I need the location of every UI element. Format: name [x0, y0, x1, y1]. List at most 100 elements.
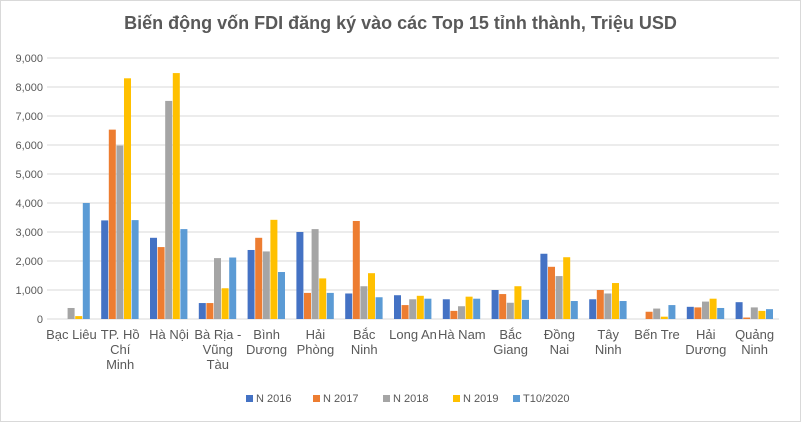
bar-n-2019: [416, 295, 424, 319]
x-category-label-line: Bắc: [499, 327, 522, 342]
x-category-label-line: Long An: [389, 327, 437, 342]
x-category-label-line: Bến Tre: [634, 327, 680, 342]
x-category-label-line: Hà Nội: [149, 327, 189, 342]
bar-t10-2020: [180, 229, 188, 319]
y-tick-label: 9,000: [15, 53, 43, 65]
bar-t10-2020: [82, 203, 90, 319]
x-category-label-line: Ninh: [351, 342, 378, 357]
bar-n-2019: [660, 316, 668, 319]
bar-n-2016: [150, 237, 157, 319]
bar-n-2017: [304, 292, 311, 319]
bar-n-2017: [157, 247, 165, 319]
bar-t10-2020: [717, 307, 725, 319]
x-category-label-line: Minh: [106, 357, 134, 372]
bar-n-2018: [116, 145, 124, 319]
bar-n-2018: [409, 299, 417, 319]
y-tick-label: 5,000: [15, 169, 43, 181]
y-tick-label: 6,000: [15, 140, 43, 152]
x-category-label-line: Bà Rịa -: [194, 327, 241, 342]
x-category-label-line: Nai: [550, 342, 570, 357]
bar-n-2018: [360, 286, 368, 319]
bar-n-2016: [345, 293, 353, 319]
bar-n-2016: [442, 299, 450, 319]
x-category-label-line: Chí: [110, 342, 131, 357]
bar-n-2017: [108, 129, 116, 319]
bar-n-2017: [499, 294, 507, 319]
bar-n-2019: [75, 316, 83, 319]
x-category-label-line: Phòng: [297, 342, 335, 357]
bar-n-2017: [450, 310, 458, 319]
x-category-label-line: TP. Hồ: [101, 327, 140, 342]
bar-n-2019: [270, 219, 278, 319]
bar-n-2016: [394, 295, 401, 319]
x-category-label: Bến Tre: [634, 327, 680, 342]
legend-label: N 2017: [323, 393, 358, 405]
bar-n-2019: [221, 288, 229, 319]
x-category-label-line: Hà Nam: [438, 327, 486, 342]
x-category-label: Hà Nội: [149, 327, 189, 342]
bar-n-2018: [262, 251, 270, 319]
x-category-label: Bắc Giang: [493, 327, 528, 357]
x-category-label-line: Giang: [493, 342, 528, 357]
bar-n-2019: [319, 278, 327, 319]
x-category-label: Tây Ninh: [595, 327, 622, 357]
x-category-label: TP. Hồ Chí Minh: [101, 327, 140, 372]
x-category-label: Bà Rịa -Vũng Tàu: [194, 327, 241, 372]
bar-n-2018: [458, 306, 465, 319]
x-category-label-line: Đồng: [544, 327, 575, 342]
x-category-label: Hải Dương: [685, 327, 726, 357]
legend-swatch: [383, 395, 390, 402]
bar-n-2018: [67, 307, 75, 319]
bar-n-2019: [368, 273, 375, 319]
bar-t10-2020: [229, 257, 237, 319]
y-tick-label: 4,000: [15, 198, 43, 210]
bar-n-2018: [555, 276, 563, 319]
bar-n-2019: [124, 78, 131, 319]
bar-n-2019: [172, 73, 180, 319]
bar-n-2019: [563, 257, 571, 319]
y-tick-label: 1,000: [15, 285, 43, 297]
x-category-label-line: Quảng: [735, 327, 774, 342]
bar-n-2019: [514, 286, 522, 319]
bar-n-2017: [645, 311, 653, 319]
x-category-label: Bắc Ninh: [351, 327, 378, 357]
y-tick-label: 3,000: [15, 227, 43, 239]
bar-n-2017: [548, 266, 555, 319]
bar-t10-2020: [766, 309, 773, 319]
x-category-label: Bạc Liêu: [46, 327, 97, 342]
x-category-label-line: Vũng: [203, 342, 233, 357]
bar-n-2017: [206, 303, 214, 319]
x-category-label: Hải Phòng: [297, 327, 335, 357]
bar-t10-2020: [424, 298, 432, 319]
bar-n-2019: [465, 296, 473, 319]
legend-swatch: [313, 395, 320, 402]
bar-n-2017: [694, 307, 702, 319]
bar-n-2016: [540, 253, 548, 319]
bar-n-2016: [296, 232, 304, 319]
x-category-label-line: Bắc: [353, 327, 376, 342]
legend-swatch: [513, 395, 520, 402]
y-tick-label: 8,000: [15, 82, 43, 94]
x-category-label: Quảng Ninh: [735, 327, 774, 357]
bar-n-2018: [506, 302, 514, 319]
bar-n-2019: [709, 298, 717, 319]
x-category-label-line: Bình: [253, 327, 280, 342]
bar-n-2016: [247, 249, 255, 319]
x-category-label-line: Dương: [246, 342, 287, 357]
bar-n-2019: [758, 310, 766, 319]
bar-n-2018: [214, 258, 221, 319]
bar-n-2017: [401, 305, 409, 319]
bar-t10-2020: [522, 299, 529, 319]
bar-n-2016: [589, 299, 597, 319]
x-category-label: Long An: [389, 327, 437, 342]
x-category-label-line: Ninh: [595, 342, 622, 357]
bar-n-2017: [255, 237, 263, 319]
bar-n-2016: [735, 302, 743, 319]
bar-t10-2020: [131, 220, 139, 319]
x-category-label: Bình Dương: [246, 327, 287, 357]
legend-label: N 2019: [463, 393, 498, 405]
bar-n-2016: [198, 303, 206, 319]
x-category-label-line: Tây: [597, 327, 619, 342]
